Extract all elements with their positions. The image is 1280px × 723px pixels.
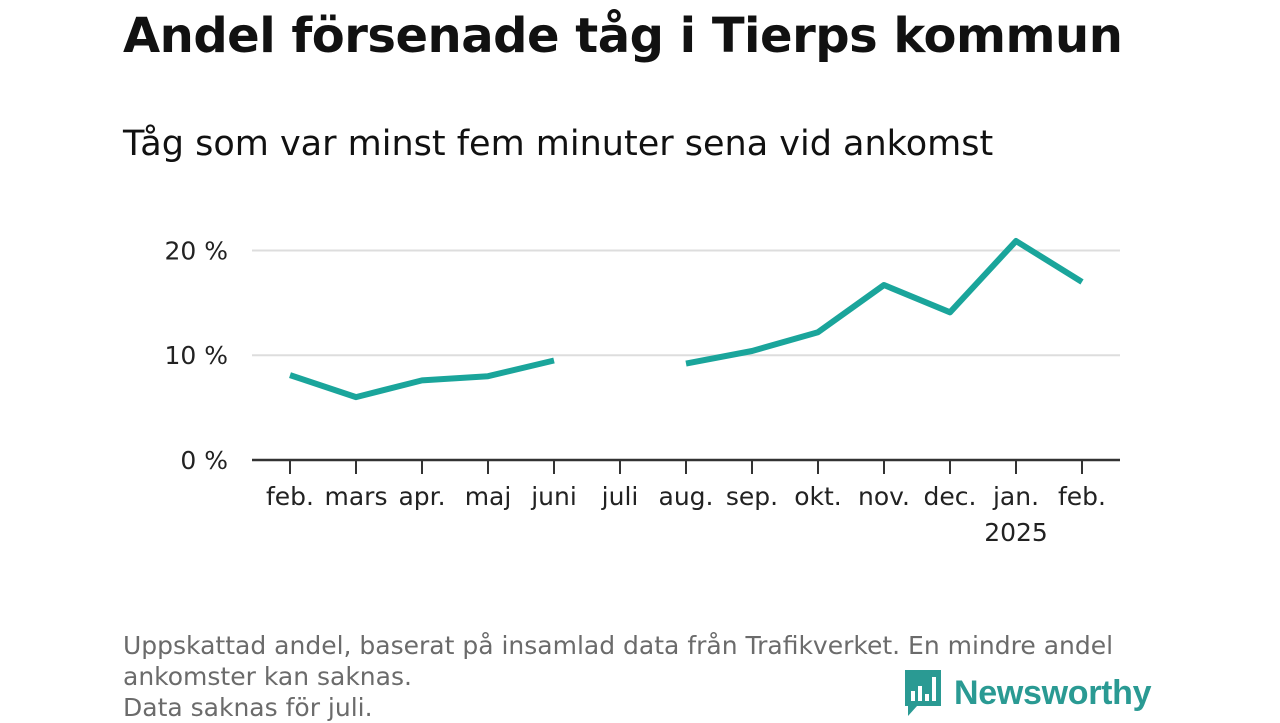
- x-tick-label: apr.: [398, 482, 445, 511]
- footnote-line-2: ankomster kan saknas.: [123, 662, 412, 691]
- x-tick-label: mars: [325, 482, 388, 511]
- series-lines: [289, 238, 1084, 401]
- y-tick-label: 10 %: [164, 341, 228, 370]
- x-axis-tick-labels: feb. mars apr. maj juni juli aug. sep. okt. nov. d…: [266, 482, 1106, 547]
- x-axis: [252, 458, 1120, 474]
- chart-title: Andel försenade tåg i Tierps kommun: [123, 8, 1123, 64]
- x-tick-label: dec.: [924, 482, 977, 511]
- series-line-segment: [685, 238, 1084, 367]
- grid-lines: [252, 249, 1120, 357]
- footnote-line-1: Uppskattad andel, baserat på insamlad da…: [123, 631, 1114, 660]
- y-tick-label: 20 %: [164, 236, 228, 265]
- x-tick-label: juli: [601, 482, 639, 511]
- x-tick-label: feb.: [1058, 482, 1106, 511]
- footnote-line-3: Data saknas för juli.: [123, 693, 373, 722]
- chart-subtitle: Tåg som var minst fem minuter sena vid a…: [123, 124, 994, 164]
- x-tick-label: jan.: [992, 482, 1039, 511]
- brand-name: Newsworthy: [954, 673, 1152, 712]
- series-line-segment: [289, 357, 555, 401]
- x-tick-label: feb.: [266, 482, 314, 511]
- brand-logo: Newsworthy: [902, 668, 1152, 718]
- x-tick-label: maj: [465, 482, 512, 511]
- x-tick-label: sep.: [726, 482, 778, 511]
- y-tick-label: 0 %: [180, 446, 228, 475]
- x-tick-label: nov.: [858, 482, 910, 511]
- y-axis-ticks: 0 % 10 % 20 %: [164, 236, 228, 475]
- x-tick-label: okt.: [794, 482, 842, 511]
- x-tick-label: aug.: [659, 482, 714, 511]
- bar-chart-speech-bubble-icon: [905, 670, 941, 716]
- x-tick-label: juni: [530, 482, 577, 511]
- x-tick-year-label: 2025: [984, 518, 1048, 547]
- footnote: Uppskattad andel, baserat på insamlad da…: [123, 630, 1153, 723]
